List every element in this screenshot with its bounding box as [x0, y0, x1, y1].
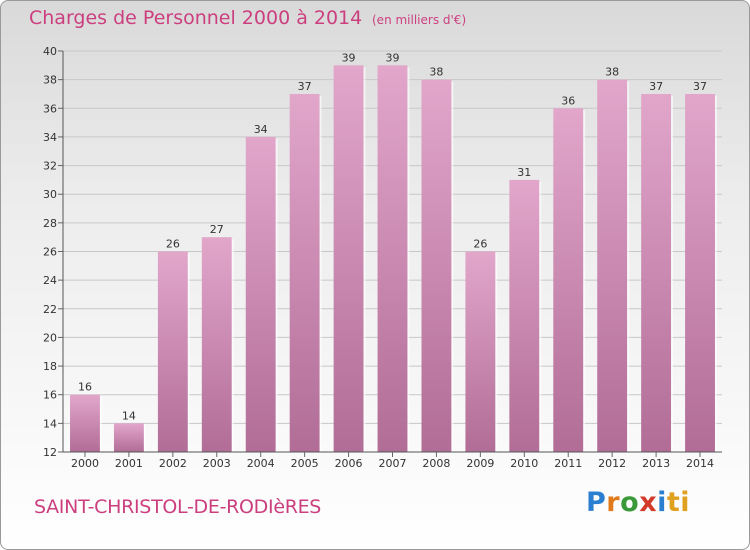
data-label: 39: [386, 51, 400, 64]
x-tick-label: 2003: [203, 457, 231, 470]
data-label: 36: [561, 94, 575, 107]
x-tick-label: 2001: [115, 457, 143, 470]
x-tick-label: 2009: [466, 457, 494, 470]
data-label: 14: [122, 409, 136, 422]
y-tick-label: 36: [43, 102, 57, 115]
bar-2012: [597, 79, 628, 453]
data-label: 39: [342, 51, 356, 64]
y-tick-label: 34: [43, 131, 57, 144]
logo-letter: r: [606, 487, 621, 518]
bar-2000: [70, 394, 100, 452]
logo-letter: i: [657, 487, 667, 518]
chart-title: Charges de Personnel 2000 à 2014: [29, 7, 363, 29]
x-tick-label: 2010: [510, 457, 538, 470]
y-tick-label: 22: [43, 303, 57, 316]
y-tick-label: 40: [43, 45, 57, 58]
y-tick-label: 20: [43, 331, 57, 344]
bar-2003: [201, 237, 232, 452]
data-label: 26: [473, 238, 487, 251]
bar-2010: [509, 179, 540, 452]
x-tick-label: 2002: [159, 457, 187, 470]
logo-letter: o: [620, 487, 640, 518]
y-tick-label: 28: [43, 217, 57, 230]
logo-letter: ti: [666, 487, 691, 518]
y-tick-label: 14: [43, 417, 57, 430]
bar-2008: [421, 79, 452, 453]
data-label: 37: [693, 80, 707, 93]
x-tick-label: 2014: [686, 457, 714, 470]
y-tick-label: 12: [43, 446, 57, 459]
bar-2011: [553, 108, 584, 453]
y-tick-label: 32: [43, 160, 57, 173]
bar-2001: [113, 423, 144, 452]
data-label: 27: [210, 223, 224, 236]
x-tick-label: 2006: [335, 457, 363, 470]
y-tick-label: 30: [43, 188, 57, 201]
data-label: 31: [517, 166, 531, 179]
bar-2002: [157, 251, 188, 452]
data-label: 34: [254, 123, 268, 136]
logo-letter: x: [639, 487, 658, 518]
y-tick-label: 24: [43, 274, 57, 287]
bar-2013: [641, 93, 672, 452]
bar-2004: [245, 136, 276, 452]
bar-layer: 16 14 26 27 34 37 39 39 38 26 31 36 38 37 37: [70, 51, 717, 453]
data-label: 26: [166, 238, 180, 251]
y-tick-label: 18: [43, 360, 57, 373]
proxiti-logo: Proxiti: [586, 487, 690, 518]
commune-name: SAINT-CHRISTOL-DE-RODIèRES: [34, 496, 322, 518]
chart-subtitle: (en milliers d'€): [372, 13, 467, 27]
y-tick-label: 16: [43, 389, 57, 402]
bar-2005: [289, 93, 320, 452]
x-tick-label: 2007: [379, 457, 407, 470]
x-tick-label: 2004: [247, 457, 275, 470]
data-label: 38: [429, 66, 443, 79]
data-label: 38: [605, 66, 619, 79]
x-tick-label: 2005: [291, 457, 319, 470]
bar-2014: [685, 93, 715, 452]
data-label: 37: [298, 80, 312, 93]
bar-2007: [377, 65, 408, 453]
bar-2006: [333, 65, 364, 453]
axis-layer: 12 14 16 18 20 22 24 26 28 30 32 34 36 38 40 2000 2001 20…: [43, 45, 722, 470]
data-label: 37: [649, 80, 663, 93]
bar-2009: [465, 251, 496, 452]
x-tick-label: 2013: [642, 457, 670, 470]
x-tick-label: 2011: [554, 457, 582, 470]
y-tick-label: 26: [43, 246, 57, 259]
x-tick-label: 2000: [71, 457, 99, 470]
x-tick-label: 2008: [422, 457, 450, 470]
data-label: 16: [78, 381, 92, 394]
x-tick-label: 2012: [598, 457, 626, 470]
logo-letter: P: [586, 487, 607, 518]
y-tick-label: 38: [43, 74, 57, 87]
